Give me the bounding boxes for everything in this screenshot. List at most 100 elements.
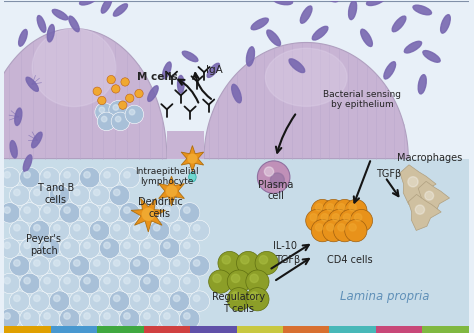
Ellipse shape — [189, 172, 196, 182]
Circle shape — [101, 116, 107, 122]
Circle shape — [95, 103, 113, 122]
Circle shape — [187, 154, 198, 164]
Bar — [422, 326, 469, 333]
Circle shape — [40, 273, 60, 294]
Circle shape — [231, 274, 240, 282]
Text: TGFβ: TGFβ — [275, 255, 300, 265]
Circle shape — [89, 220, 110, 241]
Circle shape — [124, 242, 130, 249]
Circle shape — [159, 238, 180, 258]
Circle shape — [124, 171, 130, 178]
Ellipse shape — [26, 77, 38, 91]
Circle shape — [173, 224, 180, 231]
Ellipse shape — [32, 132, 42, 148]
Bar — [4, 326, 51, 333]
Circle shape — [4, 242, 10, 249]
Circle shape — [60, 273, 80, 294]
Circle shape — [222, 256, 230, 264]
Circle shape — [121, 78, 129, 86]
Circle shape — [310, 214, 317, 221]
Circle shape — [44, 207, 50, 213]
Circle shape — [142, 207, 155, 221]
Ellipse shape — [113, 4, 128, 16]
Circle shape — [109, 256, 130, 276]
Circle shape — [73, 224, 80, 231]
Ellipse shape — [392, 16, 406, 32]
Text: CD4 cells: CD4 cells — [328, 255, 373, 265]
Circle shape — [126, 94, 134, 102]
Circle shape — [189, 220, 210, 241]
Polygon shape — [400, 165, 436, 204]
Text: Bacterial sensing
by epithelium: Bacterial sensing by epithelium — [323, 90, 401, 110]
Circle shape — [193, 260, 200, 266]
Ellipse shape — [348, 0, 356, 20]
Polygon shape — [4, 1, 469, 159]
Circle shape — [113, 105, 118, 110]
Ellipse shape — [265, 48, 347, 106]
Circle shape — [80, 167, 100, 188]
Circle shape — [159, 273, 180, 294]
Text: TGFβ: TGFβ — [376, 169, 401, 179]
Circle shape — [189, 291, 210, 311]
Circle shape — [20, 309, 40, 329]
Bar — [329, 326, 376, 333]
Bar — [283, 326, 329, 333]
Ellipse shape — [148, 86, 158, 101]
Circle shape — [64, 207, 70, 213]
Ellipse shape — [413, 5, 431, 15]
Ellipse shape — [69, 16, 79, 32]
Bar — [237, 326, 283, 333]
Circle shape — [24, 277, 30, 284]
Text: T and B
cells: T and B cells — [37, 183, 74, 205]
Circle shape — [169, 291, 190, 311]
Text: Dendritic
cells: Dendritic cells — [137, 197, 182, 218]
Circle shape — [124, 277, 130, 284]
Circle shape — [14, 189, 20, 196]
Circle shape — [29, 256, 50, 276]
Circle shape — [246, 270, 269, 293]
Circle shape — [44, 242, 50, 249]
Circle shape — [60, 167, 80, 188]
Ellipse shape — [418, 75, 426, 94]
Circle shape — [113, 295, 120, 302]
Circle shape — [115, 116, 121, 122]
Circle shape — [250, 292, 258, 300]
Ellipse shape — [10, 141, 17, 158]
Circle shape — [328, 209, 350, 232]
Circle shape — [89, 291, 110, 311]
Circle shape — [0, 238, 20, 258]
Circle shape — [343, 214, 351, 221]
Ellipse shape — [37, 16, 46, 32]
Circle shape — [144, 277, 150, 284]
Circle shape — [349, 224, 356, 231]
Circle shape — [345, 219, 367, 242]
Circle shape — [231, 292, 240, 300]
Text: Macrophages: Macrophages — [397, 153, 462, 163]
Circle shape — [334, 219, 356, 242]
Circle shape — [113, 224, 120, 231]
Circle shape — [316, 203, 323, 211]
Circle shape — [24, 207, 30, 213]
Circle shape — [139, 238, 160, 258]
Circle shape — [73, 189, 80, 196]
Circle shape — [14, 295, 20, 302]
Ellipse shape — [32, 29, 116, 107]
Ellipse shape — [178, 76, 184, 93]
Circle shape — [306, 209, 328, 232]
Circle shape — [183, 313, 190, 319]
Circle shape — [113, 189, 120, 196]
Circle shape — [104, 277, 110, 284]
Bar — [97, 326, 144, 333]
Circle shape — [54, 295, 60, 302]
Ellipse shape — [23, 155, 32, 171]
Polygon shape — [4, 159, 469, 326]
Circle shape — [69, 220, 90, 241]
Circle shape — [415, 205, 425, 214]
Circle shape — [84, 313, 90, 319]
Circle shape — [107, 76, 115, 84]
Circle shape — [24, 313, 30, 319]
Circle shape — [119, 309, 140, 329]
Circle shape — [4, 171, 10, 178]
Circle shape — [173, 260, 180, 266]
Circle shape — [144, 313, 150, 319]
